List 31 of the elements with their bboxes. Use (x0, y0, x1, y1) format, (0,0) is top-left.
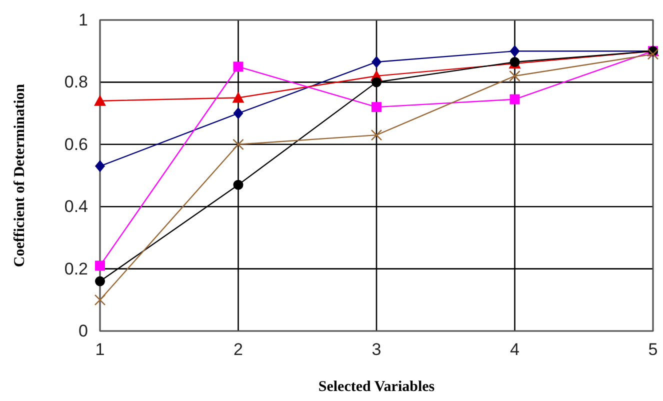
y-tick-label: 1 (78, 10, 88, 30)
point (647, 48, 659, 60)
point (95, 260, 105, 271)
x-tick-label: 4 (510, 340, 520, 359)
x-tick-label: 1 (95, 340, 105, 359)
point (510, 94, 520, 104)
y-tick-label: 0.6 (64, 134, 88, 154)
point (232, 138, 244, 150)
point (372, 56, 382, 68)
point (372, 102, 382, 112)
point (510, 45, 520, 58)
x-axis-title: Selected Variables (318, 379, 435, 395)
point (372, 77, 382, 88)
point (94, 294, 106, 306)
point (509, 70, 520, 82)
y-tick-label: 0 (78, 322, 88, 340)
point (233, 180, 244, 190)
point (95, 276, 105, 286)
point (95, 160, 105, 172)
x-tick-label: 2 (234, 340, 243, 359)
x-tick-label: 5 (648, 340, 658, 359)
y-tick-label: 0.2 (64, 259, 88, 278)
y-tick-label: 0.4 (64, 197, 88, 216)
point (233, 62, 244, 72)
x-tick-label: 3 (372, 340, 382, 359)
point (233, 107, 244, 120)
point (370, 129, 382, 141)
y-axis-title: Coefficient of Determination (12, 83, 28, 268)
point (94, 94, 106, 106)
point (232, 92, 244, 103)
y-tick-label: 0.8 (64, 72, 88, 92)
